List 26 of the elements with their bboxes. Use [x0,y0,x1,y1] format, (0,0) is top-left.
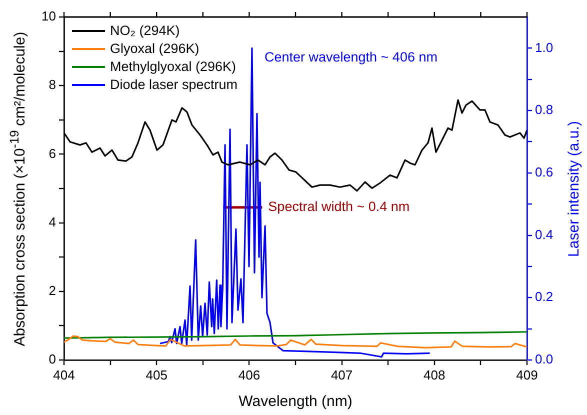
y2-tick-label: 0.8 [535,102,554,118]
y2-tick-label: 0.2 [535,289,554,304]
y2-tick-label: 0.6 [535,164,554,180]
y-tick-label: 8 [48,77,56,92]
y-tick-label: 0 [48,352,56,367]
x-axis-title: Wavelength (nm) [238,393,352,410]
y2-tick-label: 1.0 [535,40,554,55]
legend-label: Methylglyoxal (296K) [110,58,236,76]
y2-tick-label: 0.4 [535,226,554,242]
legend-label: Glyoxal (296K) [110,40,200,58]
legend-label: NO₂ (294K) [110,22,180,40]
y-tick-label: 4 [48,214,56,230]
x-tick-label: 405 [146,367,168,382]
y-tick-label: 2 [48,282,56,298]
y-tick-label: 6 [48,146,56,161]
x-tick-label: 406 [238,367,260,382]
y-tick-label: 10 [42,8,56,24]
annotation: Center wavelength ~ 406 nm [264,50,438,65]
annotation: Spectral width ~ 0.4 nm [268,199,410,214]
x-tick-label: 408 [424,367,446,382]
y2-tick-label: 0.0 [535,352,554,367]
x-tick-label: 409 [516,367,538,382]
x-tick-label: 407 [330,367,353,382]
y2-axis-title: Laser intensity (a.u.) [566,121,582,257]
legend-label: Diode laser spectrum [110,76,238,94]
x-tick-label: 404 [53,367,75,382]
